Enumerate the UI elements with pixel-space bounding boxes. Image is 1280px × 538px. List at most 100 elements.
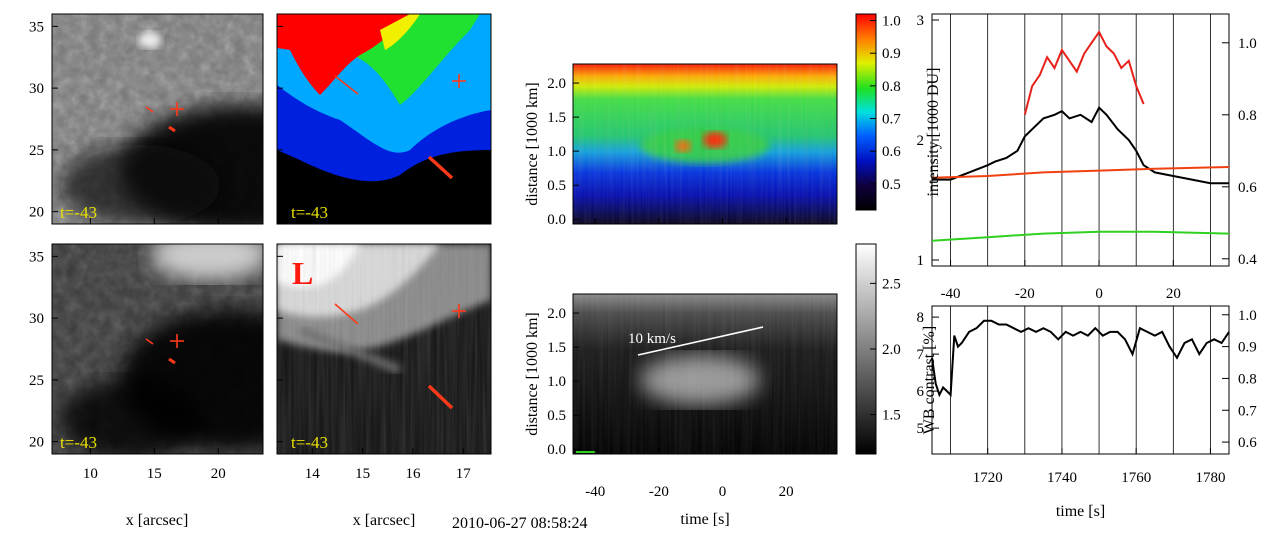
series-line-green [931, 230, 1230, 242]
x-tick-label: 20 [211, 466, 226, 482]
y-tick-label-left: 3 [917, 13, 925, 29]
colorbar-tick-label: 1.0 [882, 14, 901, 30]
y-tick-label: 2.0 [547, 306, 566, 322]
y-tick-label: 0.5 [547, 408, 566, 424]
y-tick-label-left: 1 [917, 253, 925, 269]
time-label-b: t=-43 [291, 203, 328, 222]
x-tick-label: 14 [305, 466, 321, 482]
frame-c [51, 243, 264, 455]
y-tick-label: 35 [29, 19, 44, 35]
y-tick-label-right: 0.7 [1238, 403, 1257, 419]
y-tick-label-left: 7 [917, 347, 925, 363]
frame-a [51, 13, 264, 225]
time-label-d: t=-43 [291, 433, 328, 452]
contrast-plot-frame [931, 305, 1230, 455]
y-tick-label: 0.5 [547, 178, 566, 194]
y-tick-label-right: 0.8 [1238, 108, 1257, 124]
series-line-orange [931, 166, 1230, 179]
image-axes: 20 25 30 35 20 25 30 35 10 15 20 14 15 16 17 x [arcsec]… [29, 19, 471, 529]
y-tick-label-left: 8 [917, 310, 925, 326]
y-tick-label-right: 0.4 [1238, 252, 1257, 268]
y-tick-label-right: 0.6 [1238, 435, 1257, 451]
x-tick-label-top: 0 [1095, 286, 1103, 302]
x-axis-label-left: x [arcsec] [126, 512, 189, 529]
y-tick-label-right: 1.0 [1238, 36, 1257, 52]
y-tick-label-left: 2 [917, 133, 925, 149]
series-line-black [931, 319, 1230, 398]
colorbar-tick-label: 0.5 [882, 177, 901, 193]
y-tick-label: 20 [29, 435, 44, 451]
y-tick-label: 1.0 [547, 144, 566, 160]
y-tick-label: 30 [29, 311, 44, 327]
y-tick-label: 25 [29, 373, 44, 389]
y-tick-label-right: 0.8 [1238, 371, 1257, 387]
timeslice-bottom-frame [572, 293, 838, 455]
x-tick-label: 10 [83, 466, 98, 482]
marker-cross-a [145, 102, 184, 133]
y-tick-label: 20 [29, 205, 44, 221]
timestamp: 2010-06-27 08:58:24 [452, 515, 588, 532]
colorbar-tick-label: 0.9 [882, 46, 901, 62]
y-axis-label: intensity [1000 DU] [925, 68, 942, 197]
x-axis-label: time [s] [680, 511, 729, 528]
y-axis-label: distance [1000 km] [524, 82, 541, 206]
y-tick-label: 1.5 [547, 340, 566, 356]
timeslice-axes: 0.0 0.5 1.0 1.5 2.0 distance [1000 km] 0.0 0.5 1… [524, 76, 794, 528]
image-panel-bottom-middle [277, 244, 491, 454]
time-label-c: t=-43 [60, 433, 97, 452]
frame-d [276, 243, 492, 455]
x-tick-label: -40 [585, 484, 605, 500]
x-axis-label: time [s] [1056, 503, 1105, 520]
y-axis-label: distance [1000 km] [524, 312, 541, 436]
x-tick-label: 1780 [1195, 470, 1225, 486]
colorbar-tick-label: 0.6 [882, 144, 901, 160]
y-tick-label: 0.0 [547, 212, 566, 228]
image-panel-top-left [52, 14, 263, 224]
series-line-black [932, 105, 1229, 185]
x-tick-label-top: 20 [1166, 286, 1181, 302]
y-tick-label: 30 [29, 81, 44, 97]
y-tick-label: 2.0 [547, 76, 566, 92]
y-tick-label: 35 [29, 249, 44, 265]
x-tick-label: 1760 [1121, 470, 1151, 486]
y-axis-label: WB contrast [%] [921, 326, 938, 434]
colorbar-tick-label: 1.5 [882, 408, 901, 424]
x-tick-label: 17 [456, 466, 472, 482]
colorbar-top [855, 13, 877, 211]
colorbar-tick-label: 0.8 [882, 79, 901, 95]
marker-cross-b [334, 74, 466, 180]
y-tick-label-left: 6 [917, 384, 925, 400]
x-tick-label-top: -20 [1015, 286, 1035, 302]
x-tick-label: 1720 [973, 470, 1003, 486]
image-panel-bottom-left [52, 244, 263, 454]
y-tick-label: 25 [29, 143, 44, 159]
y-tick-label-right: 0.9 [1238, 340, 1257, 356]
y-tick-label-right: 1.0 [1238, 308, 1257, 324]
x-tick-label: 15 [355, 466, 370, 482]
y-tick-label: 1.0 [547, 374, 566, 390]
time-label-a: t=-43 [60, 203, 97, 222]
timeslice-top [573, 64, 837, 224]
timeslice-bottom [573, 294, 837, 454]
slope-line [637, 326, 764, 356]
series-line-red [1023, 30, 1145, 116]
intensity-plot-frame [931, 13, 1230, 267]
x-tick-label: 0 [719, 484, 727, 500]
y-tick-label: 0.0 [547, 442, 566, 458]
x-tick-label: 20 [779, 484, 794, 500]
x-tick-label: -20 [649, 484, 669, 500]
x-tick-label-top: -40 [941, 286, 961, 302]
contrast-chart: 5 6 7 8 1.0 0.9 0.8 0.7 0.6 1720 1740 1760 1780 WB co… [917, 306, 1257, 520]
x-axis-label-middle: x [arcsec] [353, 512, 416, 529]
timeslice-top-frame [572, 63, 838, 225]
panel-letter: L [292, 255, 313, 291]
image-panel-top-middle [277, 14, 491, 224]
y-tick-label: 1.5 [547, 110, 566, 126]
colorbar-tick-label: 2.5 [882, 276, 901, 292]
colorbar-tick-label: 0.7 [882, 112, 901, 128]
intensity-chart: 1 2 3 1.0 0.8 0.6 0.4 -40 -20 0 20 intensity [1000 … [917, 13, 1258, 302]
x-tick-label: 16 [405, 466, 421, 482]
colorbar-axes: 1.0 0.9 0.8 0.7 0.6 0.5 2.5 2.0 1.5 [870, 14, 901, 424]
frame-b [276, 13, 492, 225]
marker-cross-d [334, 303, 466, 410]
